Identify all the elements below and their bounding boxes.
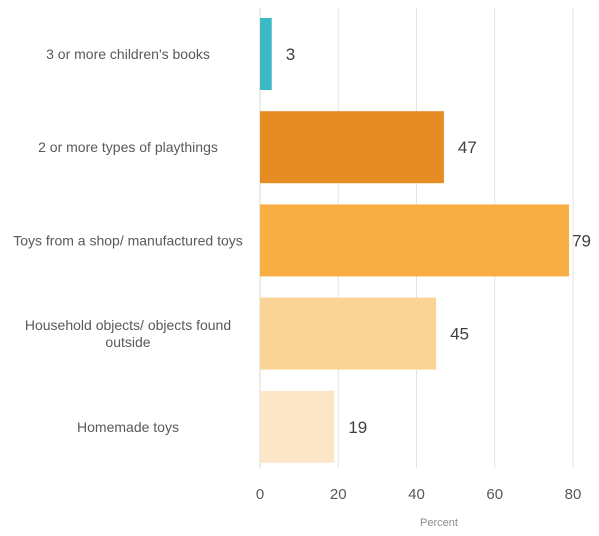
x-tick-40: 40 (408, 486, 425, 503)
x-tick-60: 60 (486, 486, 503, 503)
bar-3 (260, 204, 570, 277)
category-label-5: Homemade toys (77, 419, 179, 435)
category-label-1: 3 or more children's books (46, 46, 210, 62)
bar-4 (260, 297, 437, 370)
bar-2 (260, 111, 444, 184)
value-label-5: 19 (348, 418, 367, 437)
value-label-2: 47 (458, 138, 477, 157)
category-label-4: Household objects/ objects found outside (25, 317, 231, 350)
category-label-3: Toys from a shop/ manufactured toys (13, 232, 243, 248)
bars (260, 18, 570, 463)
bar-5 (260, 390, 335, 463)
value-label-4: 45 (450, 325, 469, 344)
x-tick-80: 80 (565, 486, 582, 503)
value-label-3: 79 (572, 231, 591, 250)
category-label-2: 2 or more types of playthings (38, 139, 218, 155)
x-tick-20: 20 (330, 486, 347, 503)
x-tick-0: 0 (256, 486, 264, 503)
value-labels: 3 47 79 45 19 (286, 45, 591, 437)
bar-1 (260, 18, 272, 90)
value-label-1: 3 (286, 45, 295, 64)
x-axis-ticks: 0 20 40 60 80 (256, 486, 582, 503)
category-labels: 3 or more children's books 2 or more type… (13, 46, 243, 435)
x-axis-title: Percent (420, 517, 458, 529)
